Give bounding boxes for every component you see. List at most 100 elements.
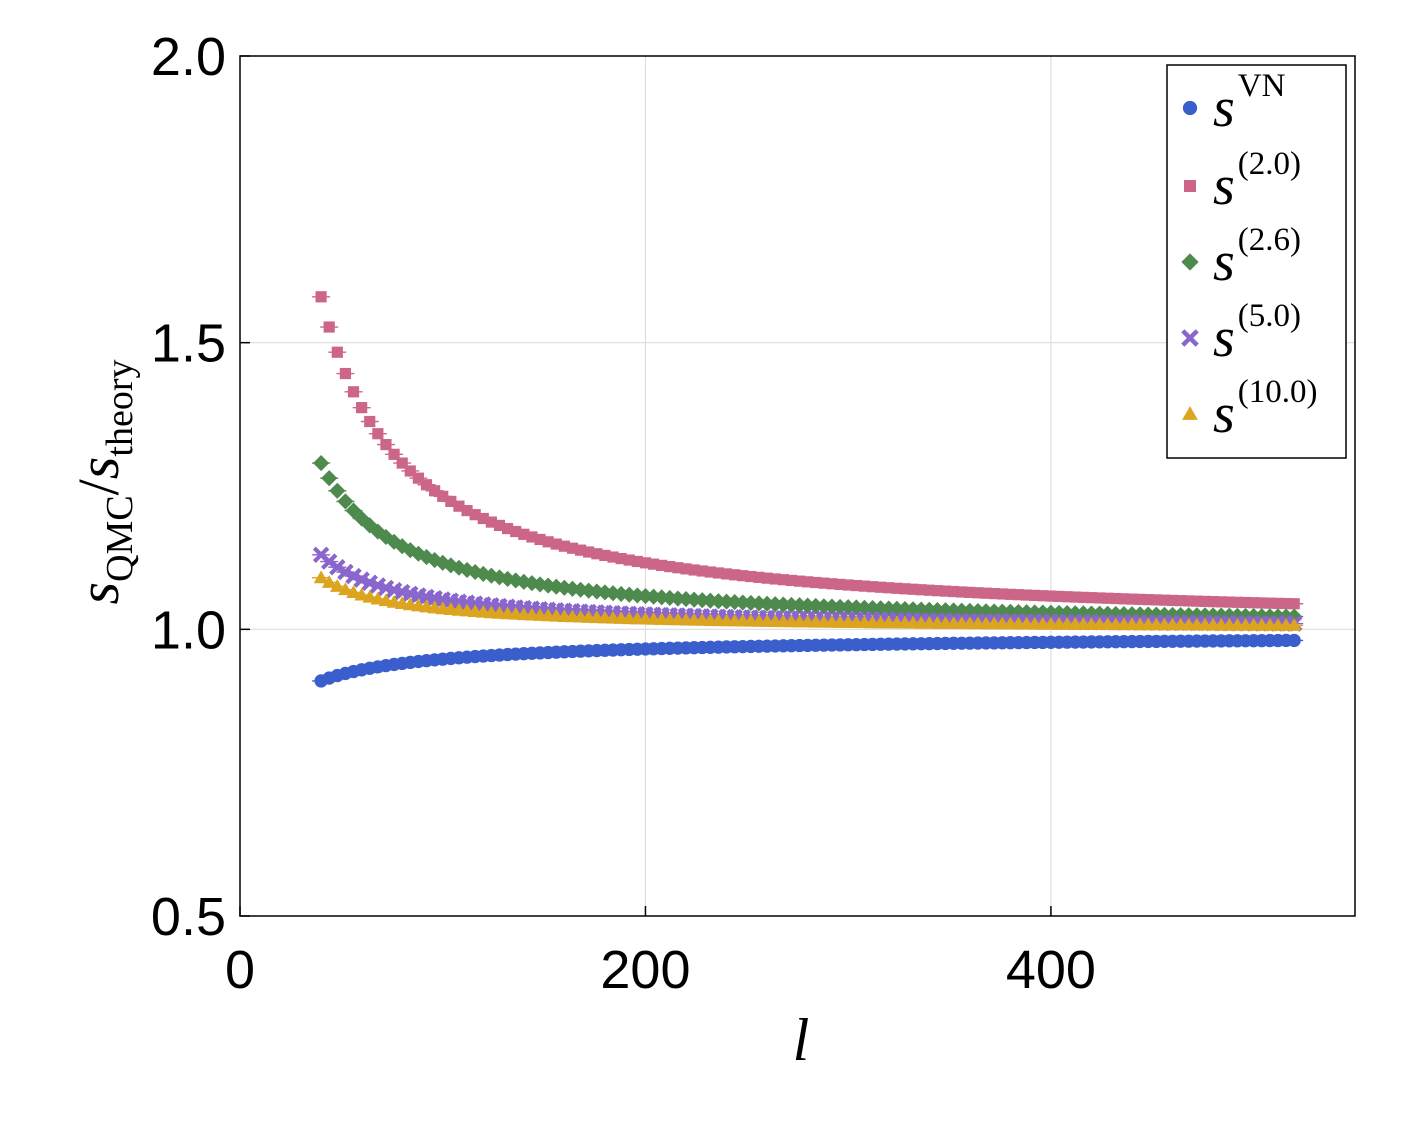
data-point [720, 568, 733, 580]
data-point [329, 578, 345, 592]
data-point [331, 346, 343, 358]
data-point [729, 569, 741, 581]
y-label-numerator-sub: QMC [99, 495, 141, 582]
data-point [680, 563, 692, 575]
legend-marker [1181, 329, 1199, 347]
legend-label: s(10.0) [1213, 374, 1318, 445]
data-point [777, 574, 789, 586]
data-point [380, 438, 392, 451]
data-point [323, 321, 335, 333]
y-axis-label: sQMC/stheory [66, 360, 141, 605]
data-point [1288, 598, 1300, 610]
data-point [1286, 618, 1302, 631]
legend-label: s(2.6) [1213, 222, 1301, 293]
y-tick-label: 0.5 [151, 887, 226, 947]
legend-marker [1182, 406, 1198, 420]
data-point [313, 570, 329, 584]
data-point [396, 457, 408, 469]
data-point [353, 510, 370, 527]
data-point [445, 495, 457, 508]
data-point [623, 554, 635, 566]
data-point [467, 563, 484, 581]
data-point [672, 562, 684, 574]
data-point [364, 415, 376, 428]
data-point [420, 479, 433, 491]
data-point [412, 472, 424, 484]
data-point [510, 525, 522, 538]
data-point [591, 548, 603, 560]
data-point [526, 531, 538, 543]
legend-label-base: s [1213, 155, 1235, 217]
legend-label-base: s [1213, 307, 1235, 369]
data-point [485, 516, 497, 528]
data-point [347, 386, 360, 398]
data-point [372, 428, 384, 440]
series-0 [312, 633, 1304, 688]
data-point [339, 367, 352, 380]
data-point [583, 546, 595, 558]
data-point [502, 522, 514, 535]
legend-marker [1181, 253, 1199, 271]
y-label-denominator: s [66, 457, 131, 480]
data-point [615, 552, 627, 565]
y-tick-label: 1.0 [151, 600, 226, 660]
data-point [453, 500, 465, 512]
legend-label: s(2.0) [1213, 146, 1301, 217]
plot-frame [239, 55, 1356, 917]
data-point [477, 512, 489, 525]
data-point [664, 560, 676, 573]
data-point [761, 572, 773, 584]
legend-label-superscript: (5.0) [1238, 298, 1301, 334]
y-label-separator: / [66, 478, 131, 495]
data-point [518, 528, 530, 540]
data-point [769, 573, 781, 585]
data-point [712, 567, 725, 579]
y-label-denominator-sub: theory [99, 360, 141, 457]
legend-label-base: s [1213, 77, 1235, 139]
y-tick-label: 1.5 [151, 314, 226, 374]
y-tick-label: 2.0 [151, 27, 226, 87]
data-point [388, 448, 400, 460]
data-point [459, 561, 476, 579]
legend-label-base: s [1213, 383, 1235, 445]
data-point [321, 470, 338, 487]
data-point [404, 465, 416, 477]
data-point [410, 545, 427, 562]
data-point [329, 482, 346, 499]
data-point [558, 540, 570, 552]
svg-text:sQMC/stheory: sQMC/stheory [66, 360, 141, 605]
data-point [321, 575, 337, 588]
data-points [312, 291, 1304, 688]
axis-ticks: 0 200 400 0.5 1.0 1.5 2.0 [151, 27, 1096, 1000]
data-point [1287, 633, 1301, 648]
legend-label-superscript: VN [1238, 68, 1286, 104]
legend-label-base: s [1213, 231, 1235, 293]
data-point [461, 504, 473, 517]
data-point [426, 552, 443, 569]
data-point [599, 549, 611, 562]
series-4 [312, 570, 1304, 631]
data-point [574, 544, 587, 556]
data-point [704, 566, 716, 578]
data-point [429, 485, 441, 497]
data-point [631, 555, 643, 568]
data-point [688, 564, 700, 576]
x-tick-label: 200 [600, 940, 690, 1000]
x-tick-label: 0 [225, 940, 255, 1000]
data-point [753, 571, 765, 583]
legend-marker [1182, 100, 1198, 116]
legend-label-superscript: (10.0) [1238, 374, 1318, 410]
legend-label-superscript: (2.0) [1238, 146, 1301, 182]
data-point [647, 558, 660, 570]
data-point [542, 536, 554, 548]
data-point [639, 557, 652, 569]
legend-label-superscript: (2.6) [1238, 222, 1301, 258]
series-1 [312, 291, 1304, 610]
data-point [369, 523, 386, 540]
data-point [696, 565, 708, 577]
data-point [745, 570, 757, 583]
data-point [607, 551, 619, 563]
data-point [356, 402, 368, 414]
